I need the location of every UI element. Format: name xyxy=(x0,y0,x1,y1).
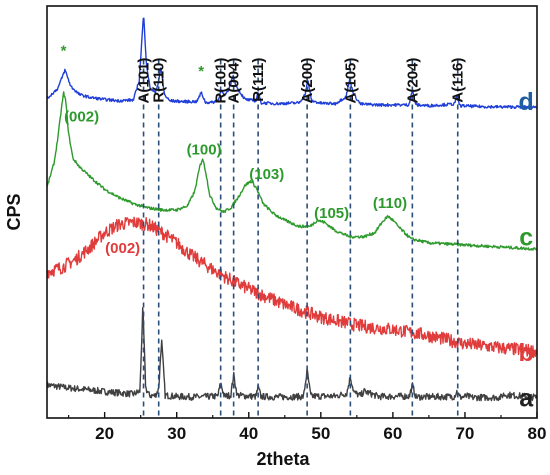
x-tick-label: 20 xyxy=(95,424,114,443)
x-tick-label: 30 xyxy=(167,424,186,443)
axes: 20 30 40 50 60 70 80 xyxy=(46,5,547,443)
x-tick-label: 70 xyxy=(455,424,474,443)
peak-label: A(105) xyxy=(342,58,359,104)
peak-label: A(101) xyxy=(136,58,153,104)
hkl-annotation: (100) xyxy=(187,141,222,158)
plot-frame xyxy=(46,5,538,419)
x-tick-label: 40 xyxy=(239,424,258,443)
curve-label-c: c xyxy=(519,224,533,252)
impurity-marker: * xyxy=(61,42,67,59)
x-tick-label: 80 xyxy=(528,424,547,443)
curve-label-d: d xyxy=(519,88,534,116)
reference-lines xyxy=(142,59,459,418)
series-b-line xyxy=(46,216,538,359)
series-layer xyxy=(46,17,538,402)
annotations: * * (002) (100) (103) (105) (110) (002) ab c d xyxy=(61,42,535,412)
series-a-line xyxy=(46,307,538,402)
hkl-annotation: (103) xyxy=(249,166,284,183)
x-tick-label: 50 xyxy=(311,424,330,443)
hkl-annotation: (002) xyxy=(64,108,99,125)
peak-labels: A(101)R(110) R(101)A(004) R(111) A(200) A(10… xyxy=(136,58,467,104)
peak-label: A(004) xyxy=(226,58,243,104)
x-axis-title: 2theta xyxy=(256,449,310,469)
peak-label: A(116) xyxy=(450,58,467,103)
peak-label: R(101) xyxy=(213,58,230,104)
peak-label: A(200) xyxy=(299,58,316,104)
peak-label: A(204) xyxy=(404,58,421,104)
y-axis-title: CPS xyxy=(4,193,24,230)
peak-label: R(110) xyxy=(151,58,168,103)
series-c-line xyxy=(46,91,538,251)
hkl-annotation: (002) xyxy=(105,240,140,257)
impurity-marker: * xyxy=(198,63,204,80)
curve-label-a: a xyxy=(519,384,534,412)
peak-label: R(111) xyxy=(250,58,267,102)
series-d-line xyxy=(46,17,538,110)
curve-label-b: b xyxy=(519,339,534,367)
x-tick-label: 60 xyxy=(383,424,402,443)
hkl-annotation: (105) xyxy=(314,205,349,222)
hkl-annotation: (110) xyxy=(373,195,407,212)
